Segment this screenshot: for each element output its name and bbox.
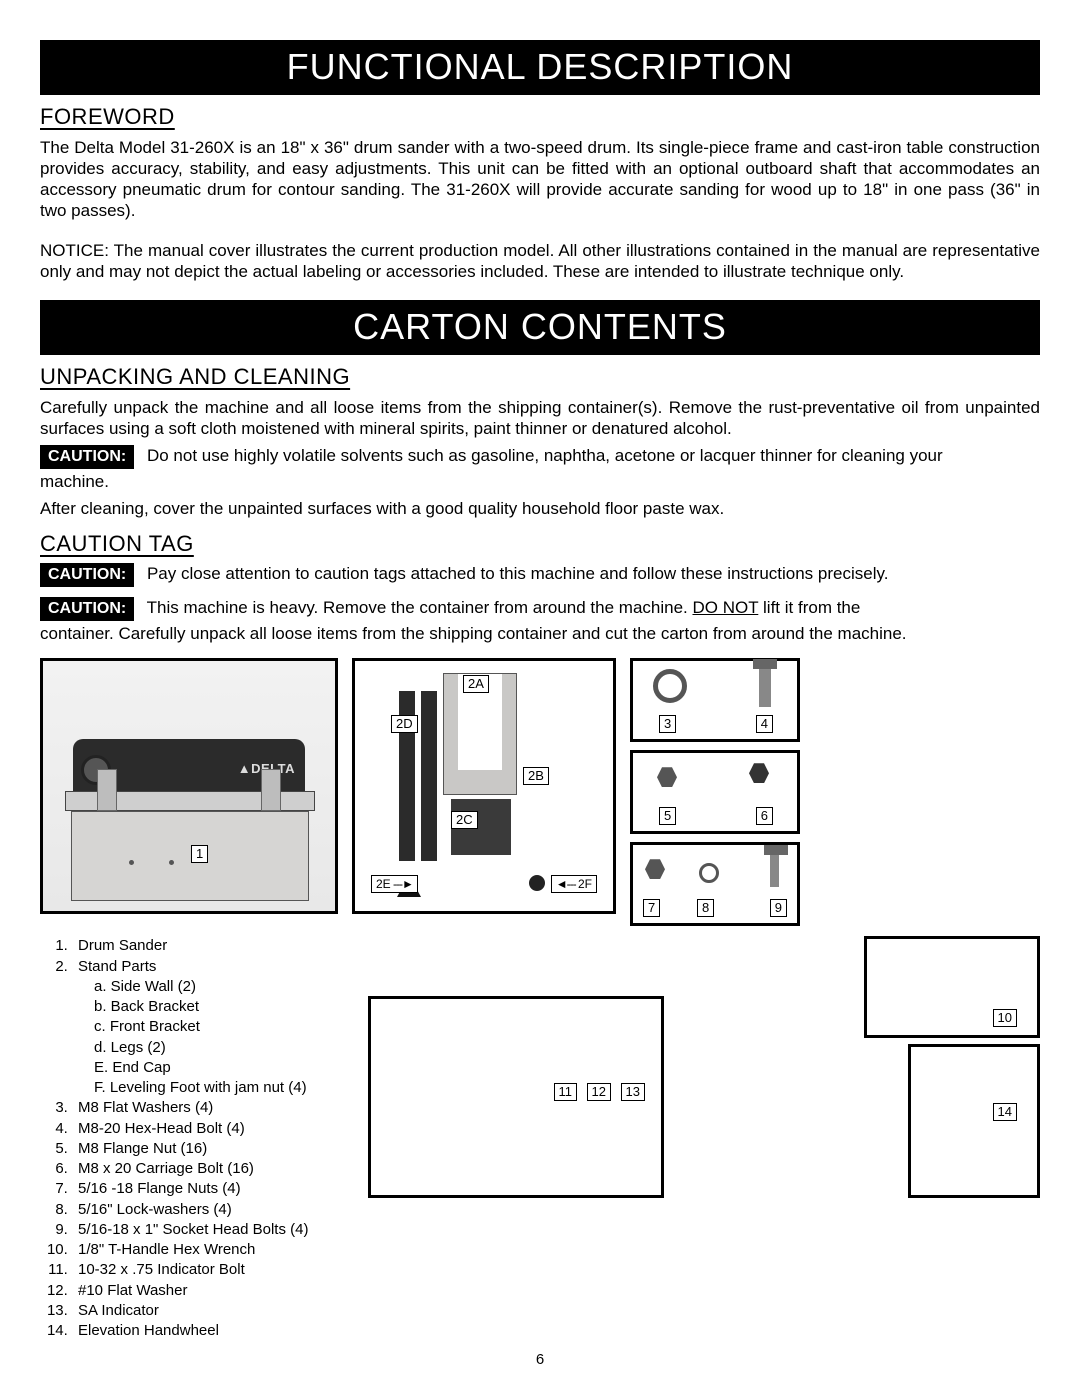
parts-item-2c: c. Front Bracket: [94, 1017, 340, 1037]
unpacking-paragraph: Carefully unpack the machine and all loo…: [40, 397, 1040, 440]
callout-5: 5: [659, 807, 676, 825]
caution-heavy-text-b: lift it from the: [763, 598, 860, 617]
parts-item-2e: E. End Cap: [94, 1058, 340, 1078]
callout-14: 14: [993, 1103, 1017, 1121]
caution-solvents-tail: machine.: [40, 471, 1040, 492]
banner-functional-description: FUNCTIONAL DESCRIPTION: [40, 40, 1040, 95]
callout-13: 13: [621, 1083, 645, 1101]
parts-item-2f: F. Leveling Foot with jam nut (4): [94, 1078, 340, 1098]
figure-hw-11-12-13: 11 12 13: [368, 996, 664, 1198]
callout-7: 7: [643, 899, 660, 917]
parts-item-3: M8 Flat Washers (4): [72, 1098, 340, 1118]
callout-10: 10: [993, 1009, 1017, 1027]
callout-11: 11: [554, 1083, 578, 1101]
figure-hw-14: 14: [908, 1044, 1040, 1198]
caution-label: CAUTION:: [40, 563, 134, 587]
parts-item-8: 5/16" Lock-washers (4): [72, 1200, 340, 1220]
parts-item-4: M8-20 Hex-Head Bolt (4): [72, 1119, 340, 1139]
callout-2f: 2F: [551, 875, 597, 893]
figure-drum-sander: ▲DELTA 1: [40, 658, 338, 914]
parts-item-10: 1/8" T-Handle Hex Wrench: [72, 1240, 340, 1260]
callout-4: 4: [756, 715, 773, 733]
drum-sander-illustration: ▲DELTA: [59, 701, 319, 911]
caution-heavy-tail: container. Carefully unpack all loose it…: [40, 623, 1040, 644]
callout-2c: 2C: [451, 811, 478, 829]
figure-hw-5-6: 5 6: [630, 750, 800, 834]
parts-and-extra-figures: Drum Sander Stand Parts a. Side Wall (2)…: [40, 936, 1040, 1341]
heading-unpacking: UNPACKING AND CLEANING: [40, 363, 1040, 391]
foreword-paragraph-1: The Delta Model 31-260X is an 18" x 36" …: [40, 137, 1040, 222]
heading-foreword: FOREWORD: [40, 103, 1040, 131]
page-number: 6: [40, 1351, 1040, 1370]
parts-item-14: Elevation Handwheel: [72, 1321, 340, 1341]
parts-item-12: #10 Flat Washer: [72, 1281, 340, 1301]
parts-item-2: Stand Parts a. Side Wall (2) b. Back Bra…: [72, 957, 340, 1099]
figure-hw-3-4: 3 4: [630, 658, 800, 742]
caution-label: CAUTION:: [40, 445, 134, 469]
callout-1: 1: [191, 845, 208, 863]
figure-hardware-column: 3 4 5 6 7 8 9: [630, 658, 800, 926]
parts-item-1: Drum Sander: [72, 936, 340, 956]
figure-stand-parts: 2A 2D 2B 2C 2E 2F: [352, 658, 616, 914]
callout-8: 8: [697, 899, 714, 917]
figure-hw-7-8-9: 7 8 9: [630, 842, 800, 926]
parts-item-6: M8 x 20 Carriage Bolt (16): [72, 1159, 340, 1179]
banner-carton-contents: CARTON CONTENTS: [40, 300, 1040, 355]
heading-caution-tag: CAUTION TAG: [40, 530, 1040, 558]
callout-2a: 2A: [463, 675, 489, 693]
parts-item-13: SA Indicator: [72, 1301, 340, 1321]
figure-hw-10: 10: [864, 936, 1040, 1038]
caution-tags-text: Pay close attention to caution tags atta…: [147, 564, 889, 583]
callout-2e: 2E: [371, 875, 418, 893]
parts-item-11: 10-32 x .75 Indicator Bolt: [72, 1260, 340, 1280]
caution-solvents-text: Do not use highly volatile solvents such…: [147, 446, 943, 465]
callout-9: 9: [770, 899, 787, 917]
caution-heavy-text-a: This machine is heavy. Remove the contai…: [147, 598, 693, 617]
caution-tags: CAUTION: Pay close attention to caution …: [40, 563, 1040, 587]
caution-heavy: CAUTION: This machine is heavy. Remove t…: [40, 597, 1040, 621]
callout-2d: 2D: [391, 715, 418, 733]
after-cleaning-text: After cleaning, cover the unpainted surf…: [40, 498, 1040, 519]
parts-list: Drum Sander Stand Parts a. Side Wall (2)…: [40, 936, 340, 1341]
callout-2b: 2B: [523, 767, 549, 785]
parts-item-5: M8 Flange Nut (16): [72, 1139, 340, 1159]
caution-heavy-donot: DO NOT: [692, 598, 758, 617]
extra-figures: 10 11 12 13 14: [350, 936, 1040, 1276]
figure-row: ▲DELTA 1 2A 2D 2B 2C 2E 2F 3 4: [40, 658, 1040, 926]
parts-item-7: 5/16 -18 Flange Nuts (4): [72, 1179, 340, 1199]
callout-3: 3: [659, 715, 676, 733]
parts-item-2a: a. Side Wall (2): [94, 977, 340, 997]
parts-item-2d: d. Legs (2): [94, 1038, 340, 1058]
parts-item-9: 5/16-18 x 1" Socket Head Bolts (4): [72, 1220, 340, 1240]
foreword-paragraph-2: NOTICE: The manual cover illustrates the…: [40, 240, 1040, 283]
caution-solvents: CAUTION: Do not use highly volatile solv…: [40, 445, 1040, 469]
callout-12: 12: [587, 1083, 611, 1101]
callout-6: 6: [756, 807, 773, 825]
parts-item-2b: b. Back Bracket: [94, 997, 340, 1017]
caution-label: CAUTION:: [40, 597, 134, 621]
